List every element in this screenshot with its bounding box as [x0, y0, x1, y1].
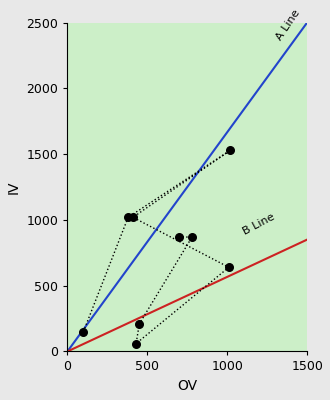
Point [137, 321, 142, 327]
Point [133, 340, 139, 347]
X-axis label: OV: OV [177, 379, 197, 393]
Text: A Line: A Line [274, 8, 302, 42]
Point [226, 264, 231, 270]
Point [177, 234, 182, 240]
Text: B Line: B Line [242, 212, 277, 237]
Point [228, 147, 233, 154]
Point [81, 328, 86, 335]
Point [130, 214, 136, 220]
Y-axis label: IV: IV [7, 180, 21, 194]
Point [125, 214, 131, 220]
Point [189, 234, 195, 240]
